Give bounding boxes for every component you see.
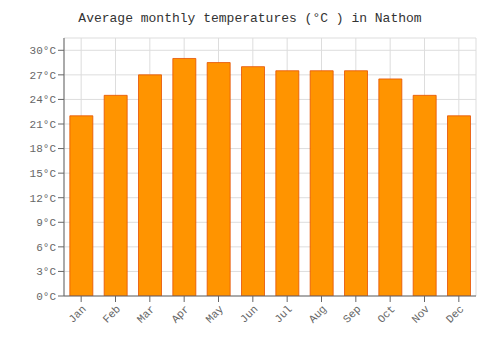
svg-text:0°C: 0°C — [36, 291, 56, 303]
svg-text:Mar: Mar — [135, 303, 157, 325]
svg-text:Dec: Dec — [444, 303, 466, 325]
svg-text:Jul: Jul — [272, 303, 294, 325]
svg-text:Oct: Oct — [375, 303, 397, 325]
svg-text:Sep: Sep — [341, 303, 363, 325]
svg-text:21°C: 21°C — [30, 119, 57, 131]
html-text:Average monthly temperatures (: Average monthly temperatures (°C ) in Na… — [78, 11, 422, 26]
svg-text:12°C: 12°C — [30, 193, 57, 205]
svg-text:27°C: 27°C — [30, 70, 57, 82]
svg-text:9°C: 9°C — [36, 217, 56, 229]
svg-text:30°C: 30°C — [30, 45, 57, 57]
svg-text:18°C: 18°C — [30, 143, 57, 155]
svg-text:15°C: 15°C — [30, 168, 57, 180]
svg-text:Jan: Jan — [66, 303, 88, 325]
svg-text:6°C: 6°C — [36, 242, 56, 254]
svg-text:24°C: 24°C — [30, 94, 57, 106]
svg-text:3°C: 3°C — [36, 266, 56, 278]
svg-text:Apr: Apr — [169, 303, 191, 325]
svg-text:Nov: Nov — [410, 303, 433, 326]
svg-text:Jun: Jun — [238, 303, 260, 325]
svg-text:Feb: Feb — [101, 303, 123, 325]
svg-text:May: May — [204, 303, 227, 326]
svg-text:Aug: Aug — [307, 303, 329, 325]
